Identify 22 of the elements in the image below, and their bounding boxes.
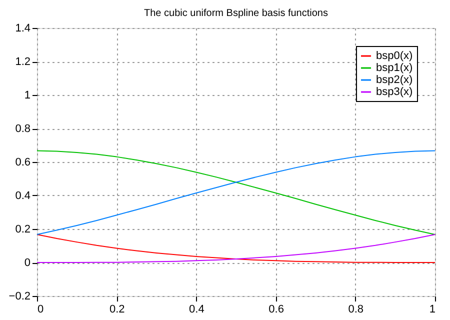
y-tick-label: 0.8 <box>15 123 30 135</box>
y-tick-label: −0.2 <box>8 290 30 302</box>
y-tick-label: 0 <box>24 257 30 269</box>
line-series <box>36 150 436 236</box>
x-tick-label: 1 <box>429 304 436 316</box>
x-tick-label: 0.2 <box>109 304 125 316</box>
x-tick-label: 0.4 <box>189 304 204 316</box>
y-tick-label: 1.2 <box>15 56 30 68</box>
y-tick-label: 0.6 <box>15 156 30 168</box>
x-tick-label: 0.8 <box>348 304 364 316</box>
y-tick-label: 1 <box>24 90 30 102</box>
legend-label: bsp0(x) <box>376 50 413 62</box>
y-tick-label: 0.4 <box>15 190 30 202</box>
legend-label: bsp3(x) <box>376 86 413 98</box>
legend-label: bsp1(x) <box>376 62 413 74</box>
chart-title: The cubic uniform Bspline basis functions <box>144 8 328 19</box>
y-tick-label: 1.4 <box>15 22 30 34</box>
x-tick-label: 0.6 <box>268 304 284 316</box>
x-tick-label: 0 <box>38 304 44 316</box>
y-tick-label: 0.2 <box>15 224 30 236</box>
legend-label: bsp2(x) <box>376 74 413 86</box>
line-series <box>36 234 436 263</box>
